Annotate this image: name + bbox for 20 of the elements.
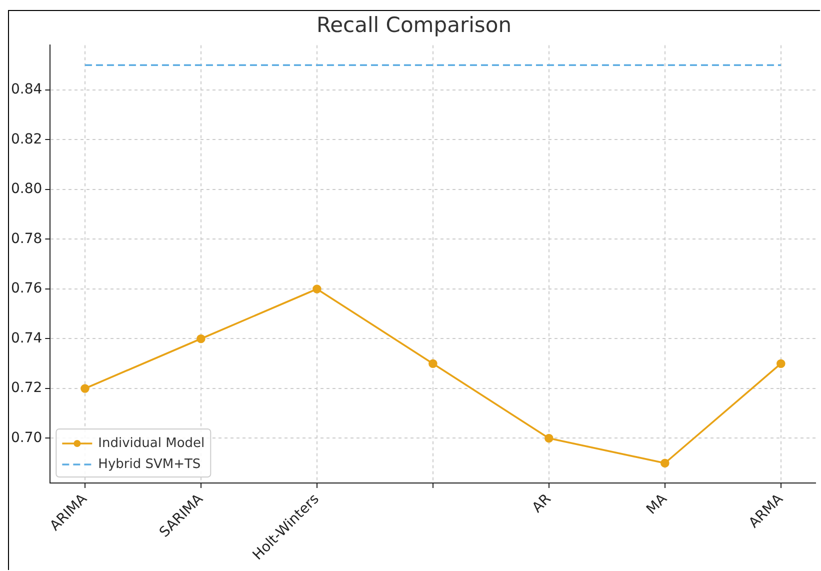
point [660, 458, 670, 468]
y-tick-label: 0.70 [11, 430, 42, 446]
y-tick-label: 0.80 [11, 181, 42, 198]
y-tick-label: 0.84 [11, 82, 42, 98]
y-tick-label: 0.72 [11, 380, 42, 396]
point [312, 284, 322, 294]
x-tick-label: MA [644, 490, 671, 518]
point [776, 359, 786, 368]
legend-label: Individual Model [98, 436, 205, 451]
chart-title: Recall Comparison [316, 13, 512, 38]
y-tick-label: 0.82 [11, 131, 42, 148]
point [80, 384, 90, 393]
point [428, 359, 438, 368]
point [196, 334, 206, 344]
point [544, 434, 554, 443]
y-tick-label: 0.78 [11, 230, 42, 247]
legend-label: Hybrid SVM+TS [98, 456, 201, 472]
y-tick-label: 0.74 [11, 330, 42, 346]
y-tick-label: 0.76 [11, 280, 42, 297]
x-tick-label: AR [529, 490, 555, 516]
